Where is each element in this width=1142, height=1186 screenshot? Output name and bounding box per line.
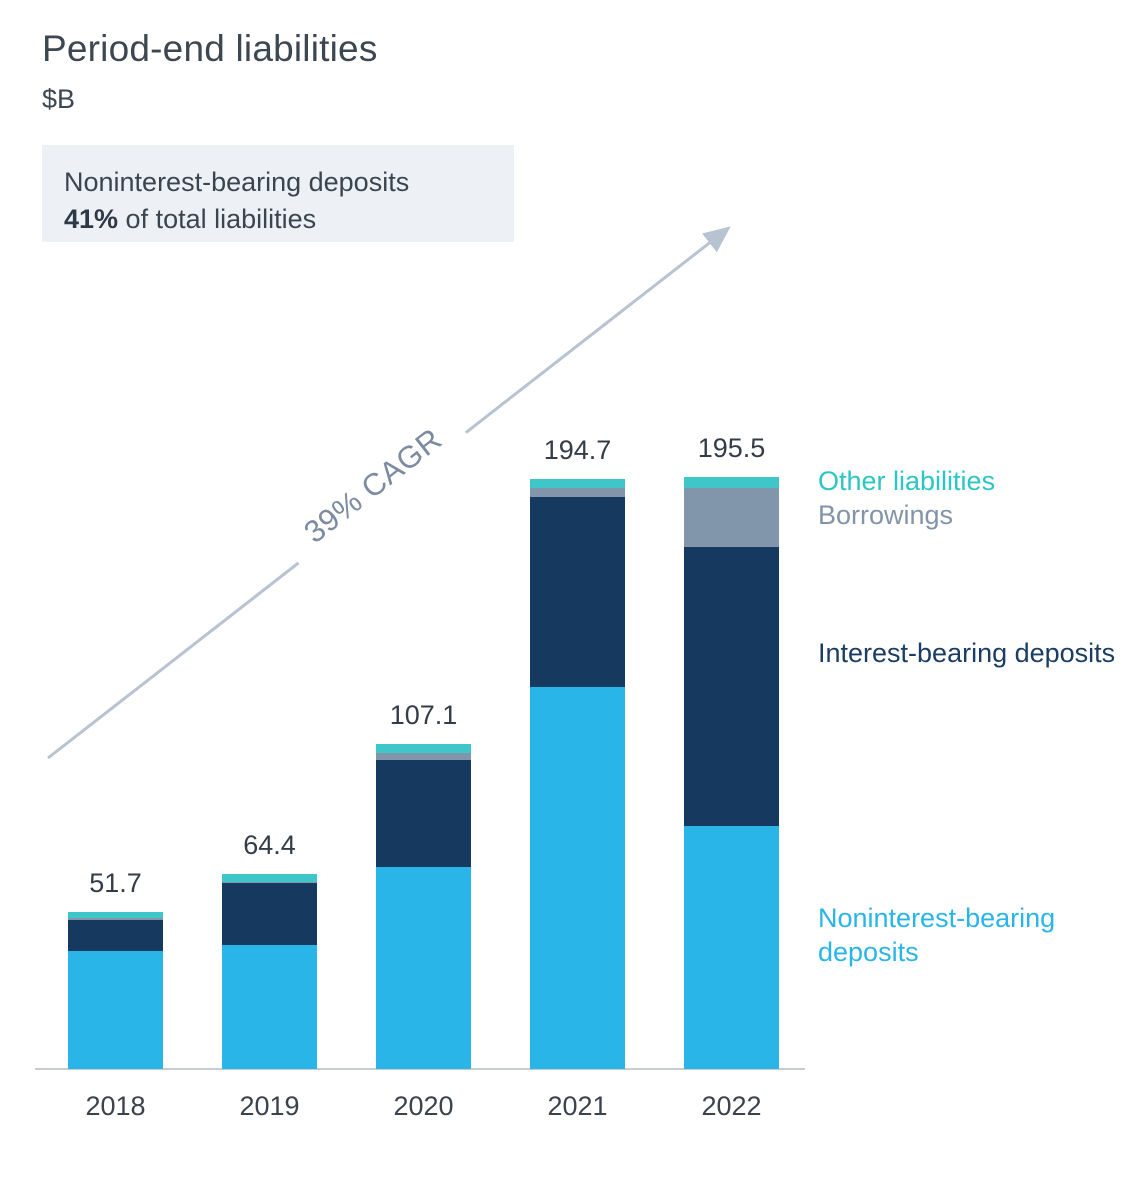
year-label-2018: 2018 — [85, 1091, 146, 1121]
segment-interest-bearing-deposits-2019 — [222, 882, 317, 946]
segment-borrowings-2019 — [222, 881, 317, 883]
segment-other-liabilities-2022 — [684, 476, 779, 489]
segment-interest-bearing-deposits-2020 — [376, 759, 471, 868]
total-label-2018: 51.7 — [89, 868, 142, 899]
chart-title: Period-end liabilities — [42, 28, 378, 69]
segment-other-liabilities-2021 — [530, 479, 625, 489]
bar-2019 — [222, 873, 317, 1069]
segment-borrowings-2020 — [376, 752, 471, 760]
total-label-2019: 64.4 — [243, 829, 296, 860]
x-axis-line — [35, 1068, 805, 1070]
year-label-2019: 2019 — [239, 1091, 300, 1121]
chart-units: $B — [42, 84, 76, 114]
year-label-2020: 2020 — [393, 1091, 454, 1121]
segment-noninterest-bearing-deposits-2018 — [68, 950, 163, 1069]
bar-2020 — [376, 744, 471, 1069]
bar-2021 — [530, 479, 625, 1069]
segment-other-liabilities-2019 — [222, 873, 317, 882]
segment-interest-bearing-deposits-2022 — [684, 547, 779, 826]
segment-noninterest-bearing-deposits-2022 — [684, 825, 779, 1069]
total-label-2021: 194.7 — [543, 435, 612, 466]
segment-borrowings-2021 — [530, 488, 625, 498]
bar-2022 — [684, 476, 779, 1069]
segment-borrowings-2018 — [68, 917, 163, 920]
total-label-2020: 107.1 — [389, 700, 458, 731]
segment-borrowings-2022 — [684, 488, 779, 548]
segment-interest-bearing-deposits-2018 — [68, 919, 163, 951]
bar-2018 — [68, 912, 163, 1069]
segment-noninterest-bearing-deposits-2019 — [222, 945, 317, 1069]
total-label-2022: 195.5 — [697, 432, 766, 463]
segment-other-liabilities-2020 — [376, 744, 471, 753]
segment-other-liabilities-2018 — [68, 912, 163, 918]
segment-noninterest-bearing-deposits-2021 — [530, 687, 625, 1069]
callout-line1: Noninterest-bearing deposits — [64, 167, 410, 197]
year-label-2021: 2021 — [547, 1091, 608, 1121]
year-label-2022: 2022 — [701, 1091, 762, 1121]
segment-interest-bearing-deposits-2021 — [530, 497, 625, 688]
segment-noninterest-bearing-deposits-2020 — [376, 867, 471, 1069]
